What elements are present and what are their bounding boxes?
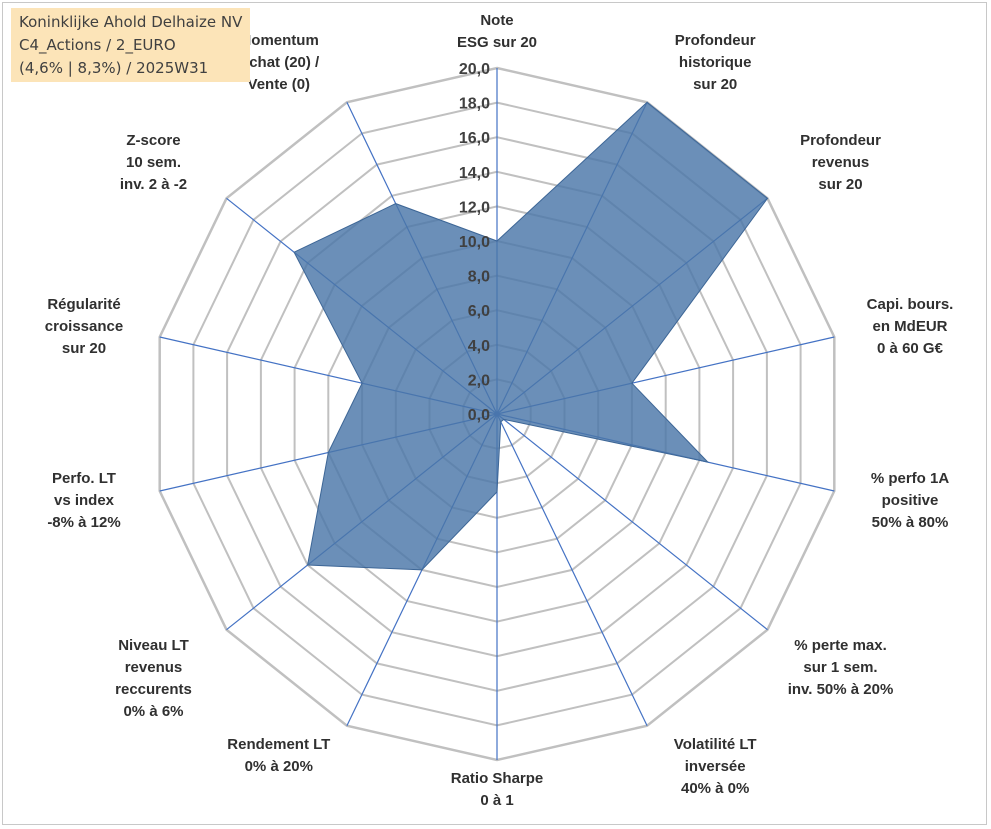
axis-label-line: revenus bbox=[811, 153, 870, 171]
tick-label: 6,0 bbox=[468, 303, 490, 320]
axis-label-line: Perfo. LT bbox=[52, 469, 116, 487]
axis-label-line: sur 20 bbox=[693, 75, 738, 93]
axis-label-line: vs index bbox=[53, 491, 115, 509]
axis-label-line: 50% à 80% bbox=[871, 513, 949, 531]
tick-label: 10,0 bbox=[459, 234, 490, 251]
tick-label: 4,0 bbox=[468, 338, 490, 355]
axis-label-line: inv. 50% à 20% bbox=[787, 680, 894, 698]
axis-label-line: % perte max. bbox=[794, 636, 887, 654]
axis-label-line: historique bbox=[678, 53, 752, 71]
axis-label: % perfo 1A positive 50% à 80% bbox=[871, 468, 949, 534]
tick-label: 0,0 bbox=[468, 407, 490, 424]
axis-label-line: Profondeur bbox=[674, 31, 756, 49]
axis-label-line: sur 20 bbox=[818, 175, 863, 193]
axis-label-line: inversée bbox=[684, 758, 746, 776]
tick-label: 18,0 bbox=[459, 96, 490, 113]
axis-label-line: Régularité bbox=[47, 296, 121, 314]
axis-label-line: Z-score bbox=[126, 131, 181, 149]
axis-label-line: sur 1 sem. bbox=[803, 658, 878, 676]
info-box: Koninklijke Ahold Delhaize NV C4_Actions… bbox=[11, 8, 251, 82]
axis-label-line: -8% à 12% bbox=[47, 513, 121, 531]
axis-label-line: Note bbox=[480, 12, 514, 29]
tick-label: 14,0 bbox=[459, 165, 490, 182]
axis-label-line: ESG sur 20 bbox=[456, 34, 538, 51]
axis-label-line: sur 20 bbox=[61, 340, 107, 358]
tick-label: 8,0 bbox=[468, 269, 490, 286]
axis-label-line: revenus bbox=[124, 658, 183, 676]
axis-label-line: positive bbox=[881, 491, 939, 509]
radar-tick-labels: 0,0 2,0 4,0 6,0 8,0 10,0 12,0 14,0 16,0 18,0 20,0 bbox=[459, 61, 490, 424]
axis-label: % perte max. sur 1 sem. inv. 50% à 20% bbox=[788, 635, 894, 701]
axis-label: Ratio Sharpe 0 à 1 bbox=[451, 768, 544, 812]
axis-label-line: 40% à 0% bbox=[680, 780, 750, 798]
axis-label-line: 0 à 60 G€ bbox=[877, 340, 943, 358]
axis-label: Volatilité LT inversée 40% à 0% bbox=[674, 734, 757, 800]
axis-label-line: Vente (0) bbox=[247, 75, 311, 93]
axis-label-line: Capi. bours. bbox=[866, 296, 954, 314]
axis-label-line: Rendement LT bbox=[227, 736, 331, 754]
radar-chart: 0,0 2,0 4,0 6,0 8,0 10,0 12,0 14,0 16,0 18,0 20,0 bbox=[158, 61, 836, 762]
tick-label: 16,0 bbox=[459, 130, 490, 147]
axis-label-line: 0% à 20% bbox=[244, 758, 313, 776]
axis-label-line: Niveau LT bbox=[118, 636, 189, 654]
series-area bbox=[293, 101, 769, 571]
axis-label: Profondeur revenus sur 20 bbox=[800, 130, 881, 196]
axis-label-line: 10 sem. bbox=[125, 153, 182, 171]
company-name: Koninklijke Ahold Delhaize NV bbox=[19, 13, 243, 31]
tick-label: 12,0 bbox=[459, 199, 490, 216]
axis-spoke bbox=[496, 413, 648, 726]
axis-label: Z-score 10 sem. inv. 2 à -2 bbox=[120, 130, 187, 196]
axis-label-line: Ratio Sharpe bbox=[450, 770, 544, 787]
axis-label-line: croissance bbox=[44, 318, 124, 336]
axis-label-line: Momentum bbox=[238, 31, 319, 49]
radar-series bbox=[293, 101, 769, 571]
category-text: C4_Actions / 2_EURO bbox=[19, 36, 176, 54]
axis-label-line: Achat (20) / bbox=[238, 53, 320, 71]
stats-text: (4,6% | 8,3%) / 2025W31 bbox=[19, 59, 209, 77]
axis-label-line: % perfo 1A bbox=[870, 469, 950, 487]
axis-label: Note ESG sur 20 bbox=[457, 10, 537, 54]
axis-label: Rendement LT 0% à 20% bbox=[227, 734, 330, 778]
tick-label: 20,0 bbox=[459, 61, 490, 78]
tick-label: 2,0 bbox=[468, 372, 490, 389]
axis-label-line: Profondeur bbox=[800, 131, 881, 149]
axis-label-line: 0 à 1 bbox=[480, 792, 514, 809]
axis-label: Profondeur historique sur 20 bbox=[675, 30, 756, 96]
axis-spoke bbox=[496, 413, 768, 631]
axis-label: Régularité croissance sur 20 bbox=[45, 294, 123, 360]
axis-label-line: 0% à 6% bbox=[123, 702, 184, 720]
axis-label: Capi. bours. en MdEUR 0 à 60 G€ bbox=[867, 294, 954, 360]
axis-label-line: Volatilité LT bbox=[673, 736, 757, 754]
axis-label: Momentum Achat (20) / Vente (0) bbox=[238, 30, 319, 96]
axis-label-line: en MdEUR bbox=[872, 318, 948, 336]
axis-label: Perfo. LT vs index -8% à 12% bbox=[47, 468, 120, 534]
axis-label-line: reccurents bbox=[115, 680, 192, 698]
axis-label: Niveau LT revenus reccurents 0% à 6% bbox=[115, 635, 192, 723]
axis-label-line: inv. 2 à -2 bbox=[119, 175, 188, 193]
